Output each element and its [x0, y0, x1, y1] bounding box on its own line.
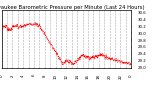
- Title: Milwaukee Barometric Pressure per Minute (Last 24 Hours): Milwaukee Barometric Pressure per Minute…: [0, 5, 144, 10]
